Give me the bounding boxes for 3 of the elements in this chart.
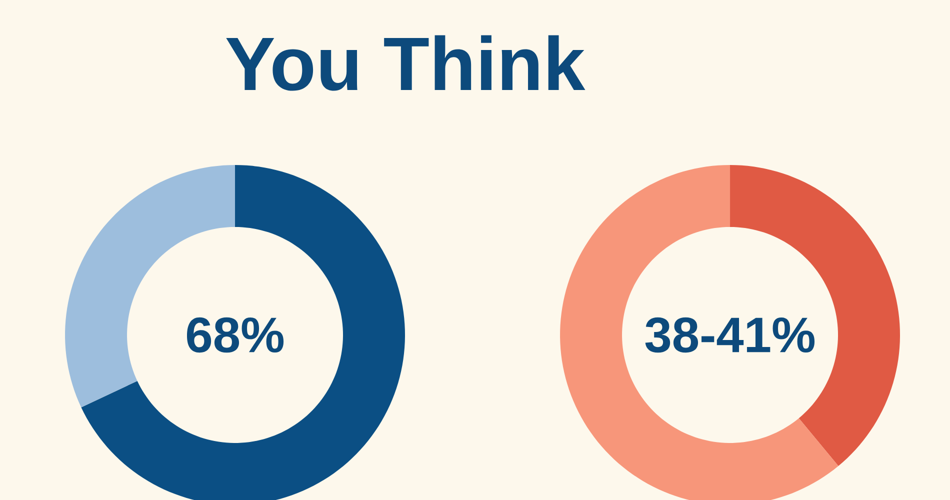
text: 68% xyxy=(186,317,284,353)
chart-title: You Think xyxy=(226,35,586,91)
text: 38-41% xyxy=(645,317,815,353)
